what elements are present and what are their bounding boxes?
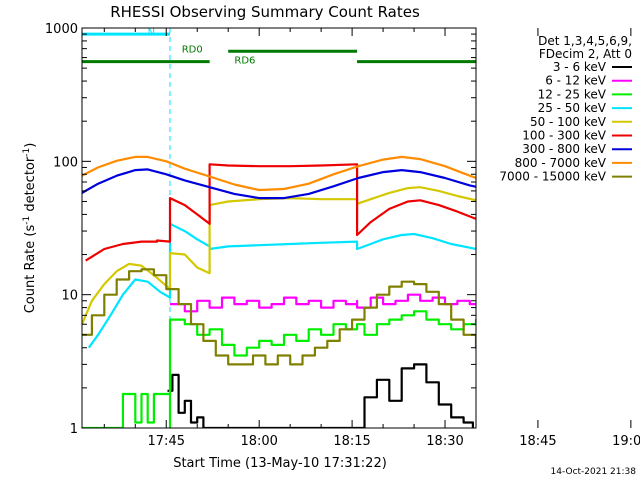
series-line-6 — [82, 168, 476, 200]
y-axis-label-superscript-2: -1 — [22, 148, 32, 157]
series-line-8 — [82, 268, 476, 366]
series-line-5 — [85, 163, 476, 262]
legend-entry-label-7: 800 - 7000 keV — [515, 156, 607, 170]
y-axis-label-suffix: ) — [23, 143, 38, 148]
legend-entry-label-3: 25 - 50 keV — [538, 101, 607, 115]
axes: 17:45 18:00 18:15 18:30 18:45 19:00 1 10 100 1000 — [45, 22, 640, 449]
x-axis-label: Start Time (13-May-10 17:31:22) — [173, 456, 387, 471]
legend: Det 1,3,4,5,6,9, FDecim 2, Att 0 3 - 6 k… — [499, 34, 632, 184]
plot-area: N RD0 RD6 — [82, 28, 476, 428]
legend-header-line-2: FDecim 2, Att 0 — [539, 47, 632, 61]
y-axis-label: Count Rate (s-1 detector-1) — [22, 143, 38, 314]
y-axis-label-middle: detector — [23, 156, 38, 216]
plot-content: N RD0 RD6 — [82, 28, 476, 428]
flag-label-n: N — [148, 28, 155, 39]
legend-entry-label-2: 12 - 25 keV — [538, 87, 607, 101]
y-tick-label-0: 1 — [70, 422, 78, 437]
x-tick-label-5: 19:00 — [612, 434, 640, 449]
legend-entry-label-4: 50 - 100 keV — [530, 115, 607, 129]
series-line-0 — [167, 363, 474, 428]
legend-entry-label-8: 7000 - 15000 keV — [499, 170, 606, 184]
footer-timestamp: 14-Oct-2021 21:38 — [551, 467, 637, 477]
x-tick-label-0: 17:45 — [148, 434, 185, 449]
chart-title: RHESSI Observing Summary Count Rates — [110, 3, 420, 21]
legend-entry-label-6: 300 - 800 keV — [522, 142, 606, 156]
flag-label-rd6: RD6 — [234, 56, 255, 67]
x-tick-label-2: 18:15 — [333, 434, 370, 449]
series-line-2 — [82, 310, 476, 428]
y-axis-label-prefix: Count Rate (s — [23, 225, 38, 314]
y-tick-label-2: 100 — [53, 155, 78, 170]
series-line-7 — [82, 155, 476, 192]
legend-header-line-1: Det 1,3,4,5,6,9, — [538, 34, 632, 48]
series-line-1 — [170, 293, 476, 313]
y-tick-label-3: 1000 — [45, 22, 78, 37]
y-axis-label-superscript-1: -1 — [22, 216, 32, 225]
legend-entry-label-0: 3 - 6 keV — [553, 60, 607, 74]
x-tick-label-1: 18:00 — [240, 434, 277, 449]
x-tick-label-4: 18:45 — [519, 434, 556, 449]
legend-entry-label-5: 100 - 300 keV — [522, 129, 606, 143]
series-line-3 — [87, 222, 476, 349]
x-tick-label-3: 18:30 — [426, 434, 463, 449]
plot-frame — [81, 27, 477, 429]
flag-label-rd0: RD0 — [182, 45, 203, 56]
y-tick-label-1: 10 — [61, 289, 78, 304]
legend-entry-label-1: 6 - 12 keV — [545, 74, 607, 88]
